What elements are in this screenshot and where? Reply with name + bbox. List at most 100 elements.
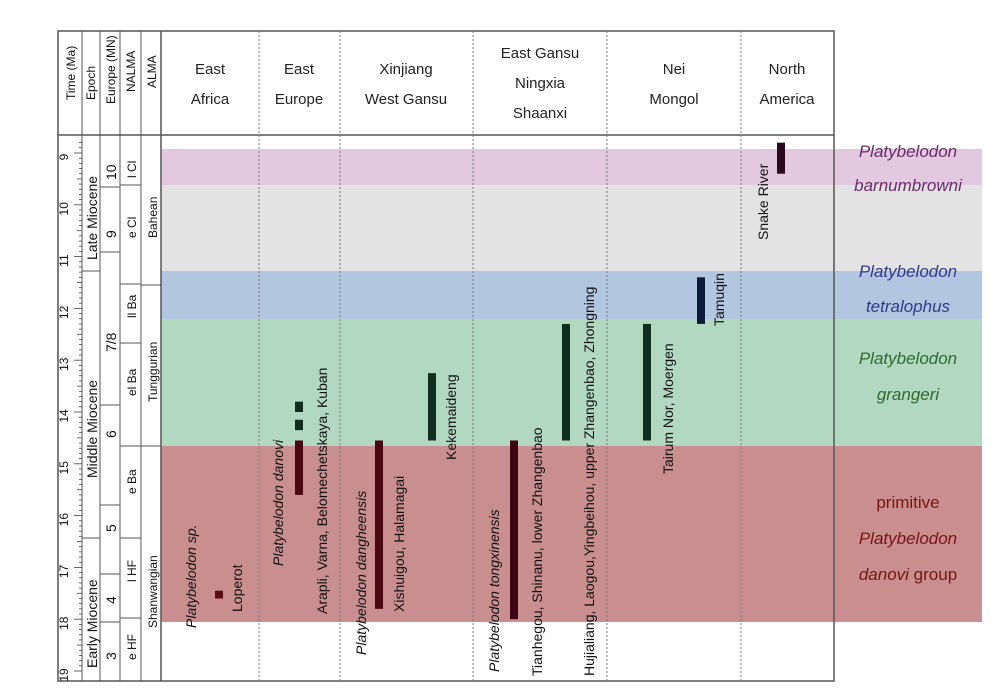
europe-bar-lower	[295, 440, 303, 495]
africa-bar	[215, 590, 223, 599]
band-grangeri	[161, 319, 982, 446]
region-header-east-europe-2: Europe	[275, 91, 323, 108]
time-tick-label: 13	[57, 357, 71, 371]
tianhegou-bar	[510, 440, 518, 620]
europe-bar-mid	[295, 419, 303, 431]
region-header-east-africa-2: Africa	[191, 91, 230, 108]
region-header-gansu: East Gansu	[501, 45, 579, 62]
header-epoch: Epoch	[84, 66, 98, 100]
mn-zones: 10 9 7/8 6 5 4 3	[103, 164, 119, 660]
africa-localities: Loperot	[229, 564, 245, 612]
nalma-e-cl: e Cl	[125, 217, 139, 238]
mn-5: 5	[103, 524, 119, 532]
time-tick-label: 18	[57, 616, 71, 630]
tairum-bar	[643, 323, 651, 441]
time-tick-label: 12	[57, 305, 71, 319]
svg-text:danovi group: danovi group	[859, 565, 957, 584]
epoch-dividers	[82, 270, 100, 539]
timescale-dividers	[81, 31, 162, 681]
nalma-l-cl: l Cl	[125, 161, 139, 178]
svg-text:barnumbrowni: barnumbrowni	[854, 176, 963, 195]
legend-primitive-group: group	[914, 565, 957, 584]
band-gray	[161, 185, 982, 271]
epoch-middle-miocene: Middle Miocene	[84, 380, 100, 478]
mn-6: 6	[103, 430, 119, 438]
europe-bar-upper	[295, 401, 303, 412]
range-bars	[215, 142, 785, 620]
svg-text:Platybelodon: Platybelodon	[859, 142, 957, 161]
time-ruler: 9 10 11 12 13 14 15 16 17 18 19	[57, 142, 82, 682]
mn-9: 9	[103, 230, 119, 238]
hujialiang-bar	[562, 323, 570, 441]
nalma-dividers	[120, 184, 141, 619]
alma-tunggurian: Tunggurian	[146, 342, 160, 402]
mn-7-8: 7/8	[103, 332, 119, 352]
region-dividers	[258, 31, 742, 681]
region-header-east-africa: East	[195, 61, 226, 78]
xinjiang-localities: Xishuigou, Halamagai	[391, 476, 407, 612]
gansu-localities: Tianhegou, Shinanu, lower Zhangenbao	[529, 427, 545, 676]
header-nalma: NALMA	[124, 51, 138, 92]
nalma-e-ba: e Ba	[125, 469, 139, 494]
kekemaideng-bar	[428, 373, 436, 441]
band-barnumbrowni	[161, 149, 982, 185]
svg-text:grangeri: grangeri	[877, 385, 941, 404]
region-header-america: North	[769, 61, 806, 78]
time-tick-label: 15	[57, 461, 71, 475]
gansu-localities-2: Hujialiang, Laogou,Yingbeihou, upper Zha…	[581, 287, 597, 676]
time-tick-label: 16	[57, 513, 71, 527]
time-tick-label: 19	[57, 668, 71, 682]
svg-text:primitive: primitive	[876, 493, 939, 512]
america-localities: Snake River	[755, 163, 771, 240]
svg-text:Platybelodon: Platybelodon	[859, 529, 957, 548]
region-header-mongol-2: Mongol	[649, 91, 698, 108]
europe-species: Platybelodon danovi	[270, 439, 286, 566]
region-header-mongol: Nei	[663, 61, 686, 78]
alma-dividers	[141, 284, 161, 447]
time-tick-label: 14	[57, 409, 71, 423]
region-header-xinjiang: Xinjiang	[379, 61, 432, 78]
time-tick-label: 9	[57, 153, 71, 160]
tamuqin-bar	[697, 277, 705, 324]
region-header-gansu-3: Shaanxi	[513, 105, 567, 122]
legend-primitive-danovi: danovi	[859, 565, 910, 584]
chart-frame	[57, 30, 835, 682]
nalma-zones: l Cl e Cl ll Ba el Ba e Ba l HF e HF	[125, 161, 139, 660]
mn-10: 10	[103, 164, 119, 180]
snakeriver-bar	[777, 142, 785, 174]
svg-text:Platybelodon: Platybelodon	[859, 262, 957, 281]
nalma-ll-ba: ll Ba	[125, 294, 139, 318]
header-time: Time (Ma)	[64, 46, 78, 100]
nalma-e-hf: e HF	[125, 634, 139, 660]
header-europe: Europe (MN)	[104, 35, 118, 104]
gansu-species: Platybelodon tongxinensis	[486, 509, 502, 672]
mongol-localities: Tairum Nor, Moergen	[660, 343, 676, 474]
alma-bahean: Bahean	[146, 197, 160, 238]
nalma-el-ba: el Ba	[125, 368, 139, 396]
region-header-east-europe: East	[284, 61, 315, 78]
mn-4: 4	[103, 596, 119, 604]
epoch-late-miocene: Late Miocene	[84, 176, 100, 260]
europe-localities: Arapli, Varna, Belomechetskaya, Kuban	[314, 368, 330, 614]
legend-primitive: primitive Platybelodon danovi group	[859, 493, 957, 584]
mn-dividers	[100, 186, 120, 623]
nalma-l-hf: l HF	[125, 560, 139, 582]
region-headers: East Africa East Europe Xinjiang West Ga…	[191, 45, 815, 122]
mn-3: 3	[103, 652, 119, 660]
region-header-america-2: America	[759, 91, 815, 108]
xinjiang-localities-2: Kekemaideng	[443, 374, 459, 460]
legend-grangeri: Platybelodon grangeri	[859, 349, 957, 404]
region-header-gansu-2: Ningxia	[515, 75, 566, 92]
alma-zones: Bahean Tunggurian Shanwangian	[146, 197, 160, 628]
band-tetralophus	[161, 271, 982, 319]
svg-text:tetralophus: tetralophus	[866, 297, 951, 316]
column-labels: Platybelodon sp. Loperot Platybelodon da…	[183, 163, 771, 676]
epoch-early-miocene: Early Miocene	[84, 579, 100, 668]
xishuigou-bar	[375, 440, 383, 609]
legend-barnumbrowni: Platybelodon barnumbrowni	[854, 142, 963, 195]
africa-species: Platybelodon sp.	[183, 524, 199, 628]
time-tick-label: 10	[57, 202, 71, 216]
region-header-xinjiang-2: West Gansu	[365, 91, 447, 108]
mongol-localities-2: Tamuqin	[711, 273, 727, 326]
